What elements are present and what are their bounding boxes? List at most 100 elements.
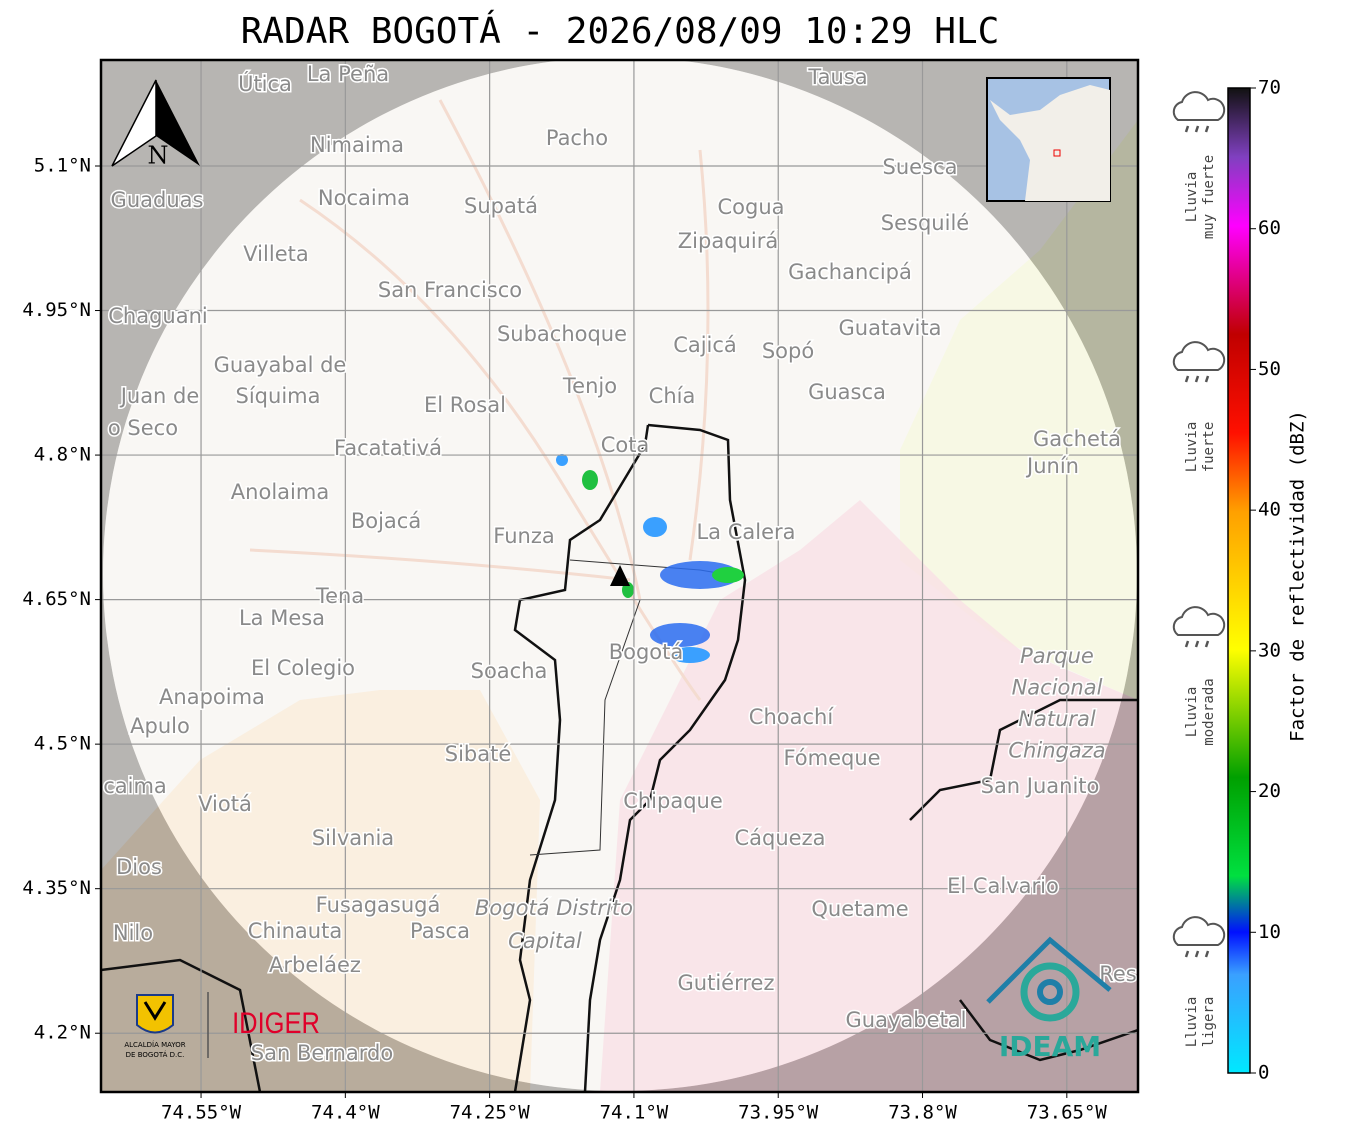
place-label: Guayabetal (846, 1008, 967, 1032)
place-label: o Seco (108, 416, 178, 440)
place-label: Nilo (113, 921, 153, 945)
place-label: Quetame (811, 897, 908, 921)
x-tick-label: 73.65°W (1027, 1102, 1108, 1124)
y-tick-label: 5.1°N (34, 154, 91, 176)
place-label: El Rosal (424, 393, 506, 417)
park-label: Parque (1020, 644, 1094, 668)
rain-label: Lluvia (1184, 422, 1200, 473)
logos: ALCALDÍA MAYOR DE BOGOTÁ D.C. IDIGER IDE… (124, 936, 1112, 1063)
place-label: Gachetá (1033, 427, 1121, 451)
place-label: Res (1099, 962, 1137, 986)
radar-echoes (556, 454, 744, 663)
place-label: Cajicá (673, 333, 737, 357)
place-label: Silvania (312, 826, 394, 850)
place-label: San Francisco (378, 278, 522, 302)
place-label: Viotá (198, 792, 252, 816)
rain-label: Lluvia (1184, 172, 1200, 223)
place-label: Suesca (883, 155, 958, 179)
north-arrow: N (111, 79, 200, 170)
place-label: Nocaima (318, 186, 410, 210)
x-tick-label: 74.4°W (311, 1102, 380, 1124)
x-tick-label: 74.55°W (161, 1102, 242, 1124)
place-label: Arbeláez (269, 953, 361, 977)
place-label: caima (103, 774, 167, 798)
place-label: El Colegio (251, 656, 355, 680)
place-label: San Bernardo (251, 1041, 393, 1065)
colorbar-label: Factor de reflectividad (dBZ) (1287, 410, 1309, 742)
place-label: Cáqueza (735, 826, 826, 850)
place-label: Juan de (119, 384, 200, 408)
place-label: Síquima (236, 384, 321, 408)
place-label: Tenjo (562, 374, 617, 398)
colorbar-tick-label: 50 (1258, 358, 1281, 380)
place-label: La Peña (307, 62, 389, 86)
alcaldia-text: DE BOGOTÁ D.C. (126, 1050, 185, 1059)
x-tick-label: 74.1°W (600, 1102, 669, 1124)
place-label: Chía (649, 384, 696, 408)
title: RADAR BOGOTÁ - 2026/08/09 10:29 HLC (241, 10, 1000, 52)
colorbar-tick-label: 70 (1258, 77, 1281, 99)
place-label: El Calvario (947, 874, 1059, 898)
place-label: Zipaquirá (678, 229, 778, 253)
radar-site (610, 565, 630, 586)
map-frame (99, 58, 1140, 1094)
place-label: Tausa (807, 65, 867, 89)
place-label: Cota (601, 433, 650, 457)
rain-icon (1172, 916, 1226, 946)
place-label: Dios (116, 855, 162, 879)
grid (101, 60, 1138, 1092)
place-label: Fómeque (783, 746, 880, 770)
colorbar-tick-label: 0 (1258, 1062, 1269, 1084)
place-label: Facatativá (334, 436, 442, 460)
x-tick-label: 74.25°W (450, 1102, 531, 1124)
place-label: Chipaque (623, 789, 723, 813)
place-label: Guasca (808, 380, 886, 404)
place-label: San Juanito (981, 774, 1100, 798)
place-label: Guaduas (111, 188, 204, 212)
place-label: Junín (1025, 454, 1079, 478)
rain-drops (1184, 640, 1210, 648)
park-label: Chingaza (1008, 739, 1105, 763)
place-label: Guatavita (839, 316, 942, 340)
place-label: Nimaima (310, 133, 404, 157)
rain-label: ligera (1201, 997, 1217, 1048)
inset-map (986, 77, 1111, 202)
colorbar-tick-label: 10 (1258, 921, 1281, 943)
x-tick-label: 73.95°W (738, 1102, 819, 1124)
map-base (101, 60, 1138, 1092)
place-label: Bogotá (609, 640, 684, 664)
y-tick-label: 4.95°N (22, 299, 91, 321)
colorbar-ticks: 0 10 20 30 40 50 60 70 (1250, 77, 1281, 1084)
place-label: Tena (315, 584, 364, 608)
place-label: Apulo (130, 714, 190, 738)
y-tick-label: 4.65°N (22, 588, 91, 610)
place-label: Sibaté (445, 742, 512, 766)
place-label: Sesquilé (881, 211, 969, 235)
place-label: Anapoima (159, 685, 265, 709)
place-label: Funza (493, 524, 554, 548)
alcaldia-text: ALCALDÍA MAYOR (124, 1040, 185, 1049)
y-tick-label: 4.5°N (34, 733, 91, 755)
rain-icon (1172, 91, 1226, 121)
place-label: Sopó (762, 339, 814, 363)
rain-drops (1184, 375, 1210, 383)
place-label: Pacho (546, 126, 608, 150)
places: La Peña Útica Tausa Pacho Nimaima Suesca Guadu… (102, 61, 1139, 1067)
rain-label: moderada (1201, 678, 1217, 745)
y-tick-label: 4.8°N (34, 444, 91, 466)
ideam-logo: IDEAM (999, 1030, 1101, 1063)
district-label: Capital (508, 929, 582, 953)
place-label: Bojacá (351, 509, 421, 533)
x-tick-label: 73.8°W (888, 1102, 957, 1124)
place-label: Anolaima (231, 480, 329, 504)
place-label: La Calera (696, 520, 795, 544)
place-label: Chaguani (108, 304, 208, 328)
place-label: Gachancipá (788, 260, 912, 284)
rain-icon (1172, 606, 1226, 636)
colorbar-tick-label: 20 (1258, 780, 1281, 802)
park-label: Nacional (1012, 676, 1103, 700)
rain-label: fuerte (1201, 422, 1217, 473)
y-tick-label: 4.2°N (34, 1022, 91, 1044)
